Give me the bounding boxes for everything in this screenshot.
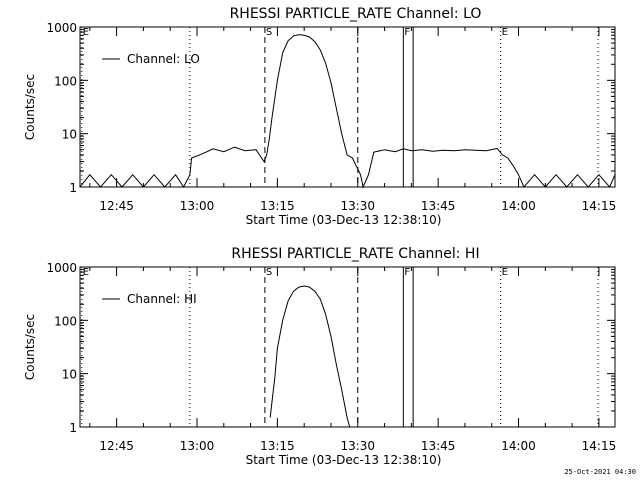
panel-0: RHESSI PARTICLE_RATE Channel: LO 1 10 100 10… bbox=[23, 6, 616, 227]
y-tick-label: 10 bbox=[62, 368, 77, 382]
y-tick-label: 100 bbox=[54, 74, 77, 88]
event-marker-label: S bbox=[266, 27, 272, 38]
x-tick-label: 13:45 bbox=[421, 199, 456, 213]
x-tick-label: 14:15 bbox=[582, 439, 617, 453]
y-tick-label: 1000 bbox=[46, 261, 77, 275]
x-tick-label: 13:30 bbox=[340, 439, 375, 453]
plot-frame bbox=[79, 26, 616, 188]
event-marker-label: E bbox=[83, 27, 89, 38]
x-tick-label: 14:00 bbox=[501, 439, 536, 453]
y-axis-label: Counts/sec bbox=[23, 74, 37, 140]
y-axis-label: Counts/sec bbox=[23, 314, 37, 380]
y-tick-label: 1000 bbox=[46, 21, 77, 35]
x-tick-label: 14:00 bbox=[501, 199, 536, 213]
x-tick-label: 13:00 bbox=[180, 439, 215, 453]
panel-1: RHESSI PARTICLE_RATE Channel: HI 1 10 100 10… bbox=[23, 246, 616, 467]
x-tick-label: 13:30 bbox=[340, 199, 375, 213]
event-marker-label: F bbox=[404, 267, 410, 278]
y-tick-label: 10 bbox=[62, 128, 77, 142]
x-tick-label: 13:15 bbox=[260, 199, 295, 213]
x-tick-label: 12:45 bbox=[99, 199, 134, 213]
x-axis-label: Start Time (03-Dec-13 12:38:10) bbox=[246, 453, 442, 467]
x-axis-label: Start Time (03-Dec-13 12:38:10) bbox=[246, 213, 442, 227]
event-marker-label: F bbox=[404, 27, 410, 38]
generation-timestamp: 25-Oct-2021 04:30 bbox=[564, 468, 636, 476]
event-marker-label: E bbox=[83, 267, 89, 278]
plot-frame bbox=[79, 266, 616, 428]
event-marker-label: E bbox=[502, 27, 508, 38]
x-tick-label: 13:45 bbox=[421, 439, 456, 453]
x-tick-label: 12:45 bbox=[99, 439, 134, 453]
chart-title: RHESSI PARTICLE_RATE Channel: LO bbox=[230, 6, 482, 22]
chart-title: RHESSI PARTICLE_RATE Channel: HI bbox=[231, 246, 479, 262]
event-marker-label: E bbox=[502, 267, 508, 278]
x-tick-label: 14:15 bbox=[582, 199, 617, 213]
series-line bbox=[79, 34, 616, 189]
y-tick-label: 1 bbox=[69, 421, 77, 435]
series-line bbox=[269, 285, 351, 428]
y-tick-label: 100 bbox=[54, 314, 77, 328]
y-tick-label: 1 bbox=[69, 181, 77, 195]
legend-label: Channel: LO bbox=[127, 52, 200, 66]
x-tick-label: 13:15 bbox=[260, 439, 295, 453]
x-tick-label: 13:00 bbox=[180, 199, 215, 213]
event-marker-label: S bbox=[266, 267, 272, 278]
legend-label: Channel: HI bbox=[127, 292, 197, 306]
